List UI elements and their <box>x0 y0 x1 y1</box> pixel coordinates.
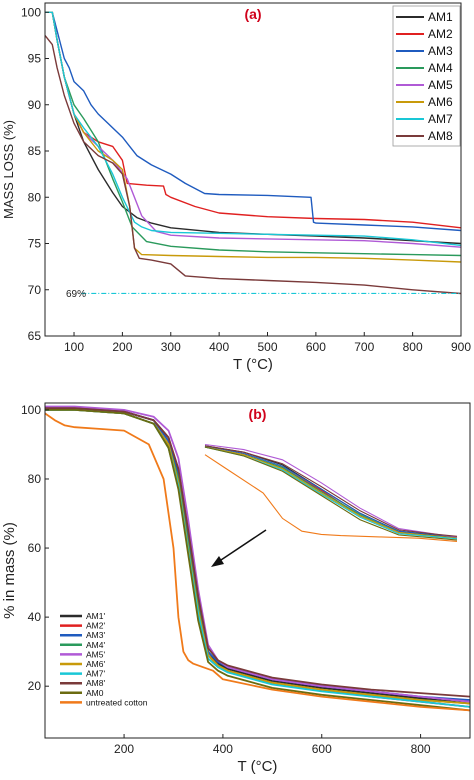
inset-line-am8- <box>204 445 458 537</box>
legend-item-label: AM8 <box>428 129 453 143</box>
panel-b-series-group <box>44 405 471 712</box>
inset-pointer-arrowhead <box>211 556 224 567</box>
series-line-am6- <box>45 408 471 705</box>
a-x-tick-label: 800 <box>403 340 423 354</box>
panel-b-y-axis-label: % in mass (%) <box>1 522 18 619</box>
panel-b-zoom-inset <box>204 443 458 542</box>
legend-item-label: AM7 <box>428 112 453 126</box>
legend-item-label: AM3' <box>86 630 105 640</box>
legend-item-label: AM1' <box>86 611 105 621</box>
legend-item-label: AM6 <box>428 95 453 109</box>
panel-a-x-axis-label: T (°C) <box>233 356 273 373</box>
a-x-tick-label: 300 <box>161 340 181 354</box>
inset-line-am6- <box>204 446 458 539</box>
legend-item-label: AM3 <box>428 44 453 58</box>
panel-a-series-group <box>44 11 462 295</box>
series-line-am8- <box>45 407 471 698</box>
b-x-tick-label: 600 <box>312 742 332 756</box>
a-y-tick-label: 65 <box>28 329 42 343</box>
series-line-am0 <box>45 408 471 712</box>
b-x-tick-label: 400 <box>213 742 233 756</box>
b-y-tick-label: 80 <box>28 472 42 486</box>
a-y-tick-label: 90 <box>28 98 42 112</box>
a-y-tick-label: 95 <box>28 52 42 66</box>
series-line-am8 <box>44 34 462 295</box>
series-line-untreated-cotton <box>44 412 471 712</box>
inset-pointer-arrow <box>217 529 267 563</box>
inset-line-untreated-cotton <box>204 454 458 542</box>
a-x-tick-label: 400 <box>209 340 229 354</box>
b-y-tick-label: 100 <box>21 403 41 417</box>
legend-item-label: AM5 <box>428 78 453 92</box>
b-y-tick-label: 40 <box>28 610 42 624</box>
series-line-am7- <box>45 408 471 708</box>
panel-b-title: (b) <box>249 406 267 422</box>
a-x-tick-label: 100 <box>64 340 84 354</box>
panel-b-chart: 200 400 600 800 20 40 60 80 100 (b) T (°C) % in … <box>1 402 471 775</box>
a-x-tick-label: 700 <box>354 340 374 354</box>
panel-b-x-axis-label: T (°C) <box>238 758 278 775</box>
a-x-tick-label: 200 <box>112 340 132 354</box>
a-x-tick-label: 600 <box>306 340 326 354</box>
a-x-tick-label: 500 <box>257 340 277 354</box>
series-line-am1- <box>45 407 471 705</box>
legend-item-label: AM2 <box>428 27 453 41</box>
legend-item-label: AM7' <box>86 669 105 679</box>
panel-a-chart: 100 200 300 400 500 600 700 800 900 65 70 75 80 85 90 9… <box>1 2 471 373</box>
inset-line-am0 <box>204 446 458 541</box>
panel-a-y-axis-label: MASS LOSS (%) <box>1 120 16 219</box>
legend-item-label: AM5' <box>86 649 105 659</box>
series-line-am4- <box>45 408 471 705</box>
inset-line-am1- <box>204 445 458 539</box>
legend-item-label: AM8' <box>86 678 105 688</box>
series-line-am7 <box>45 11 462 247</box>
panel-a-69-percent-label: 69% <box>66 289 86 300</box>
panel-a-legend: AM1 AM2 AM3 AM4 AM5 AM6 AM7 AM8 <box>392 5 461 147</box>
series-line-am3- <box>45 407 471 701</box>
a-y-tick-label: 80 <box>28 190 42 204</box>
legend-item-label: AM0 <box>86 688 104 698</box>
series-line-am3 <box>45 11 462 232</box>
panel-a-plot-frame <box>44 2 462 337</box>
b-x-tick-label: 200 <box>114 742 134 756</box>
series-line-am5- <box>45 405 471 703</box>
panel-a-ticks: 100 200 300 400 500 600 700 800 900 65 70 75 80 85 90 9… <box>21 5 471 354</box>
inset-line-am3- <box>204 445 458 538</box>
a-y-tick-label: 70 <box>28 283 42 297</box>
legend-item-label: AM4 <box>428 61 453 75</box>
panel-b-plot-frame <box>44 402 471 739</box>
panel-b-legend: AM1'AM2'AM3'AM4'AM5'AM6'AM7'AM8'AM0untre… <box>60 611 148 707</box>
legend-item-label: AM6' <box>86 659 105 669</box>
b-x-tick-label: 800 <box>411 742 431 756</box>
panel-b-ticks: 200 400 600 800 20 40 60 80 100 <box>21 403 431 756</box>
a-y-tick-label: 85 <box>28 144 42 158</box>
legend-item-label: AM1 <box>428 10 453 24</box>
inset-line-am5- <box>204 443 458 538</box>
panel-a-title: (a) <box>244 6 261 22</box>
legend-item-label: AM4' <box>86 640 105 650</box>
legend-item-label: AM2' <box>86 621 105 631</box>
b-y-tick-label: 20 <box>28 679 42 693</box>
a-y-tick-label: 100 <box>21 5 41 19</box>
b-y-tick-label: 60 <box>28 541 42 555</box>
a-x-tick-label: 900 <box>451 340 471 354</box>
legend-box <box>392 5 461 147</box>
legend-item-label: untreated cotton <box>86 697 148 707</box>
a-y-tick-label: 75 <box>28 237 42 251</box>
